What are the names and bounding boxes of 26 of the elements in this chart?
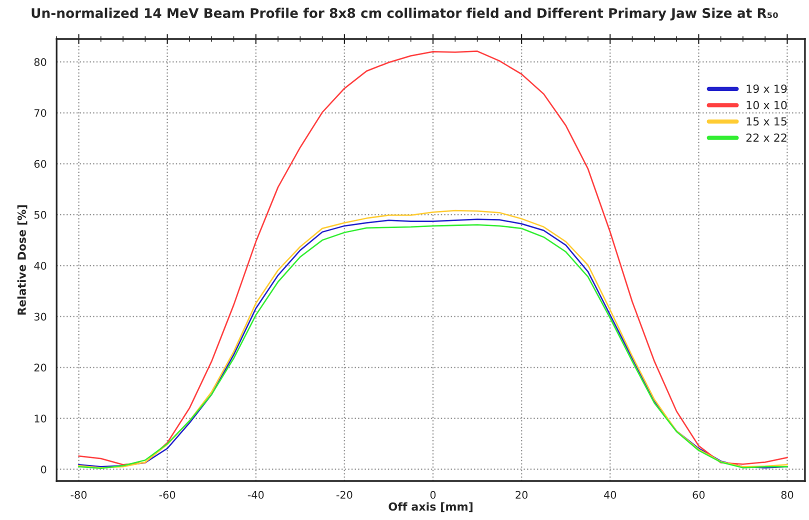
x-tick-label: -20 (336, 490, 352, 499)
x-tick-label: 60 (692, 490, 705, 499)
y-tick-label: 80 (34, 58, 46, 66)
y-tick-label: 70 (34, 109, 46, 117)
x-axis-title: Off axis [mm] (388, 502, 472, 512)
y-tick-label: 60 (34, 160, 46, 168)
x-tick-label: -80 (70, 490, 87, 499)
x-tick-label: -60 (159, 490, 176, 499)
legend-label: 19 x 19 (746, 84, 787, 93)
legend-label: 15 x 15 (746, 117, 786, 126)
x-tick-label: -40 (248, 490, 264, 499)
y-tick-label: 20 (34, 364, 46, 372)
legend-label: 22 x 22 (746, 133, 786, 142)
line-series (78, 50, 788, 466)
legend-label: 10 x 10 (746, 100, 787, 110)
y-tick-label: 30 (34, 312, 46, 321)
y-tick-label: 0 (40, 466, 46, 474)
x-tick-label: 40 (604, 490, 616, 499)
y-tick-label: 50 (34, 210, 46, 219)
y-tick-label: 40 (34, 262, 46, 270)
y-tick-label: 10 (34, 414, 46, 422)
chart-title: Un-normalized 14 MeV Beam Profile for 8x8 cm collimator field and Different Primary Jaw Size at R₅₀ (32, 8, 778, 21)
x-tick-label: 20 (516, 490, 528, 499)
y-axis-title: Relative Dose [%] (17, 205, 28, 315)
x-tick-label: 0 (430, 490, 436, 499)
x-tick-label: 80 (781, 490, 794, 499)
